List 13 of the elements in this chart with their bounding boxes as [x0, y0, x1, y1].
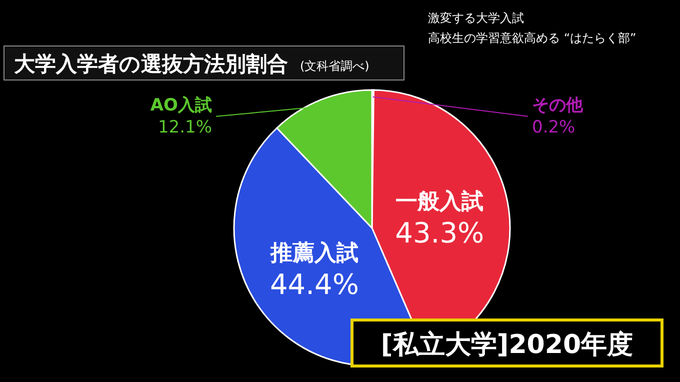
chart-title: 大学入学者の選抜方法別割合: [14, 52, 288, 76]
data-label: 0.2%: [532, 117, 576, 138]
chart-subtitle: (文科省調べ): [300, 59, 370, 73]
data-label: 43.3%: [395, 216, 484, 250]
text: 激変する大学入試: [428, 11, 524, 25]
text: 高校生の学習意欲高める “はたらく部”: [428, 31, 636, 45]
slice-label: AO入試: [150, 95, 212, 116]
data-label: 12.1%: [158, 117, 212, 138]
text: [私立大学]2020年度: [380, 330, 634, 360]
data-label: 44.4%: [270, 268, 359, 302]
slice-label: 推薦入試: [269, 241, 358, 266]
slice-label: 一般入試: [396, 189, 484, 214]
slice-label: その他: [532, 95, 584, 116]
